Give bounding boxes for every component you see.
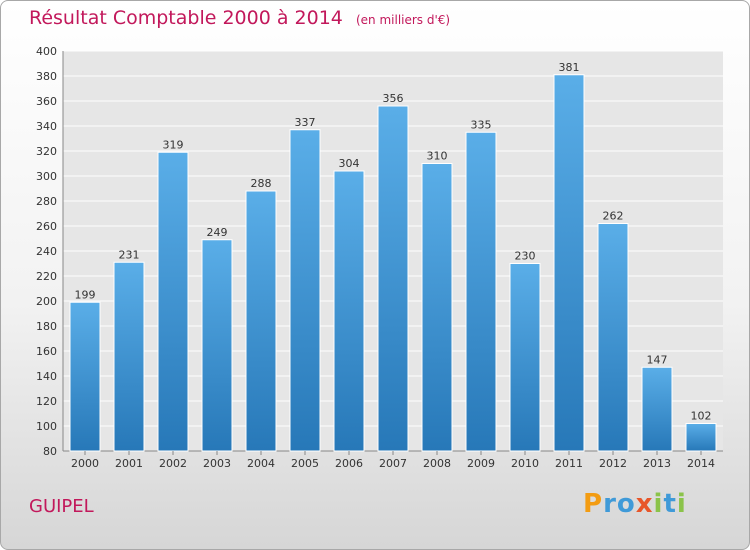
chart-title: Résultat Comptable 2000 à 2014 (en milli…	[29, 7, 450, 29]
data-label: 230	[515, 250, 536, 263]
data-label: 262	[603, 210, 624, 223]
x-tick-label: 2000	[71, 457, 99, 470]
data-label: 337	[295, 116, 316, 129]
bar	[201, 239, 233, 452]
x-tick-label: 2007	[379, 457, 407, 470]
logo-letter: i	[676, 489, 687, 519]
x-tick-label: 2001	[115, 457, 143, 470]
x-tick-label: 2003	[203, 457, 231, 470]
y-tick-label: 280	[36, 195, 57, 208]
x-tick-label: 2009	[467, 457, 495, 470]
data-label: 304	[339, 157, 360, 170]
data-label: 310	[427, 150, 448, 163]
data-label: 102	[691, 410, 712, 423]
y-tick-label: 360	[36, 95, 57, 108]
title-text: Résultat Comptable 2000 à 2014	[29, 7, 343, 29]
y-tick-label: 380	[36, 70, 57, 83]
bar	[289, 129, 321, 452]
y-tick-label: 260	[36, 220, 57, 233]
data-label: 231	[119, 248, 140, 261]
x-tick-label: 2014	[687, 457, 715, 470]
x-tick-label: 2011	[555, 457, 583, 470]
x-tick-label: 2013	[643, 457, 671, 470]
y-tick-label: 400	[36, 45, 57, 58]
bar	[641, 366, 673, 452]
data-label: 381	[559, 61, 580, 74]
y-tick-label: 320	[36, 145, 57, 158]
bar	[509, 263, 541, 452]
logo-letter: r	[603, 489, 617, 519]
data-label: 319	[163, 138, 184, 151]
data-label: 249	[207, 226, 228, 239]
logo-letter: t	[663, 489, 677, 519]
bar	[597, 223, 629, 452]
x-tick-label: 2008	[423, 457, 451, 470]
data-label: 335	[471, 118, 492, 131]
y-tick-label: 220	[36, 270, 57, 283]
bar	[421, 163, 453, 452]
x-tick-label: 2004	[247, 457, 275, 470]
bar	[113, 261, 145, 452]
x-tick-label: 2010	[511, 457, 539, 470]
bar	[157, 151, 189, 452]
logo-letter: i	[653, 489, 664, 519]
y-tick-label: 200	[36, 295, 57, 308]
y-tick-label: 240	[36, 245, 57, 258]
y-tick-label: 120	[36, 395, 57, 408]
logo-letter: o	[616, 489, 636, 519]
y-tick-label: 180	[36, 320, 57, 333]
unit-label: (en milliers d'€)	[355, 13, 451, 27]
x-tick-label: 2006	[335, 457, 363, 470]
logo-letter: x	[635, 489, 654, 519]
y-tick-label: 300	[36, 170, 57, 183]
y-tick-label: 100	[36, 420, 57, 433]
bar	[685, 423, 717, 452]
bar	[377, 105, 409, 452]
bar	[333, 170, 365, 452]
bar	[465, 131, 497, 452]
logo-letter: P	[583, 489, 604, 519]
y-tick-label: 160	[36, 345, 57, 358]
y-tick-label: 340	[36, 120, 57, 133]
data-label: 356	[383, 92, 404, 105]
bar	[553, 74, 585, 452]
bar	[245, 190, 277, 452]
city-name: GUIPEL	[29, 496, 94, 517]
data-label: 147	[647, 353, 668, 366]
proxiti-logo: Proxiti	[583, 489, 687, 519]
x-tick-label: 2012	[599, 457, 627, 470]
bar	[69, 301, 101, 452]
x-tick-label: 2005	[291, 457, 319, 470]
y-tick-label: 80	[43, 445, 57, 458]
data-label: 288	[251, 177, 272, 190]
x-tick-label: 2002	[159, 457, 187, 470]
y-tick-label: 140	[36, 370, 57, 383]
data-label: 199	[75, 288, 96, 301]
